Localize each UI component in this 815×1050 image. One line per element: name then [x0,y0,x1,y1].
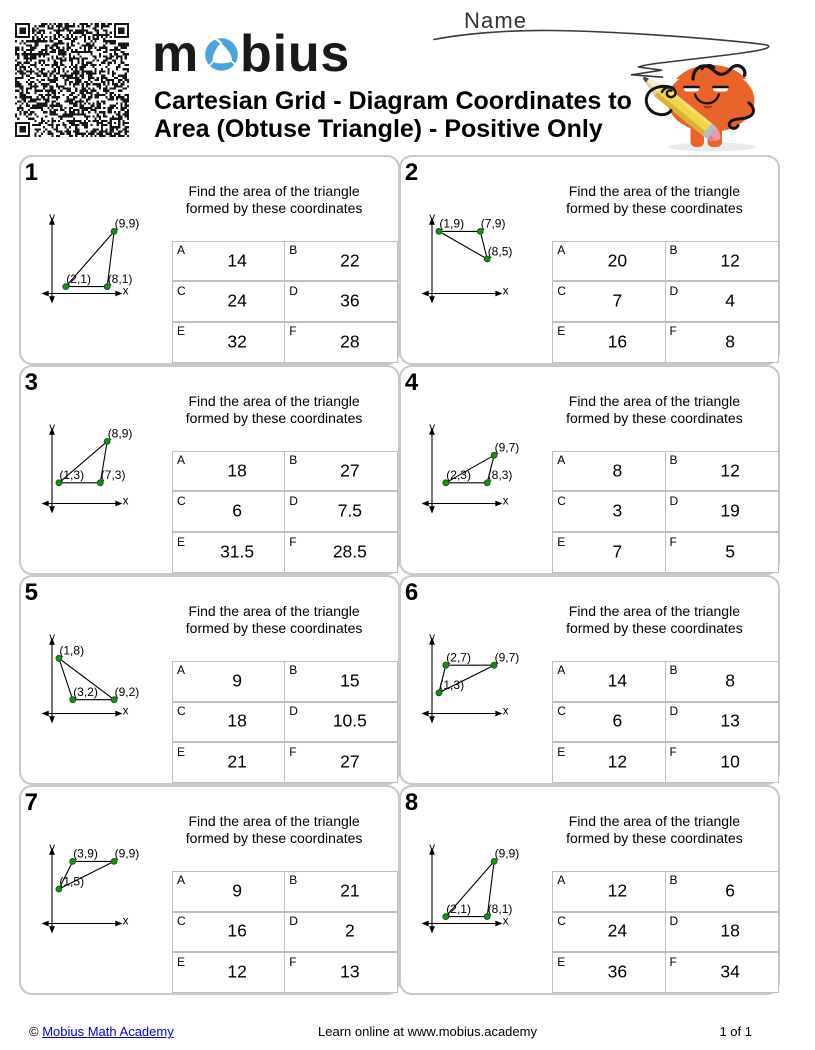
svg-text:(3,9): (3,9) [73,847,98,861]
svg-text:(9,9): (9,9) [114,847,139,861]
svg-text:(9,9): (9,9) [114,216,139,230]
svg-text:y: y [429,422,435,434]
svg-text:(8,9): (8,9) [107,426,132,440]
svg-text:x: x [503,705,509,717]
svg-text:(1,3): (1,3) [59,468,84,482]
svg-text:y: y [49,842,55,854]
svg-text:(1,8): (1,8) [59,643,84,657]
svg-text:(8,1): (8,1) [107,271,132,285]
svg-text:(8,5): (8,5) [488,244,513,258]
svg-text:y: y [49,212,55,224]
svg-text:(2,1): (2,1) [446,902,471,916]
svg-text:y: y [49,422,55,434]
svg-text:(2,3): (2,3) [446,468,471,482]
svg-text:y: y [429,842,435,854]
svg-text:(9,2): (9,2) [114,685,139,699]
svg-text:x: x [122,915,128,927]
svg-text:y: y [429,212,435,224]
svg-text:(1,3): (1,3) [439,678,464,692]
svg-text:(2,7): (2,7) [446,650,471,664]
svg-text:(1,5): (1,5) [59,874,84,888]
svg-text:x: x [503,285,509,297]
svg-text:(9,7): (9,7) [494,440,519,454]
svg-text:(8,1): (8,1) [488,902,513,916]
svg-text:(9,9): (9,9) [494,847,519,861]
svg-text:x: x [122,285,128,297]
svg-text:x: x [503,915,509,927]
svg-text:x: x [122,495,128,507]
svg-text:(7,3): (7,3) [100,468,125,482]
svg-text:(8,3): (8,3) [488,468,513,482]
svg-text:y: y [429,632,435,644]
svg-text:y: y [49,632,55,644]
svg-text:(2,1): (2,1) [66,271,91,285]
svg-text:x: x [503,495,509,507]
svg-text:(9,7): (9,7) [494,650,519,664]
svg-text:(1,9): (1,9) [439,216,464,230]
svg-text:(7,9): (7,9) [481,216,506,230]
svg-text:(3,2): (3,2) [73,685,98,699]
svg-text:x: x [122,705,128,717]
